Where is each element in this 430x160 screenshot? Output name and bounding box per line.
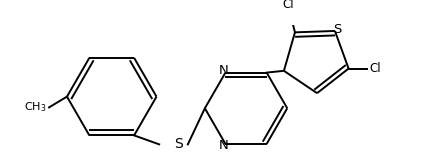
- Text: S: S: [333, 23, 342, 36]
- Text: S: S: [175, 137, 183, 151]
- Text: CH$_3$: CH$_3$: [24, 100, 46, 114]
- Text: N: N: [219, 139, 228, 152]
- Text: Cl: Cl: [283, 0, 295, 11]
- Text: Cl: Cl: [369, 62, 381, 75]
- Text: N: N: [219, 64, 228, 77]
